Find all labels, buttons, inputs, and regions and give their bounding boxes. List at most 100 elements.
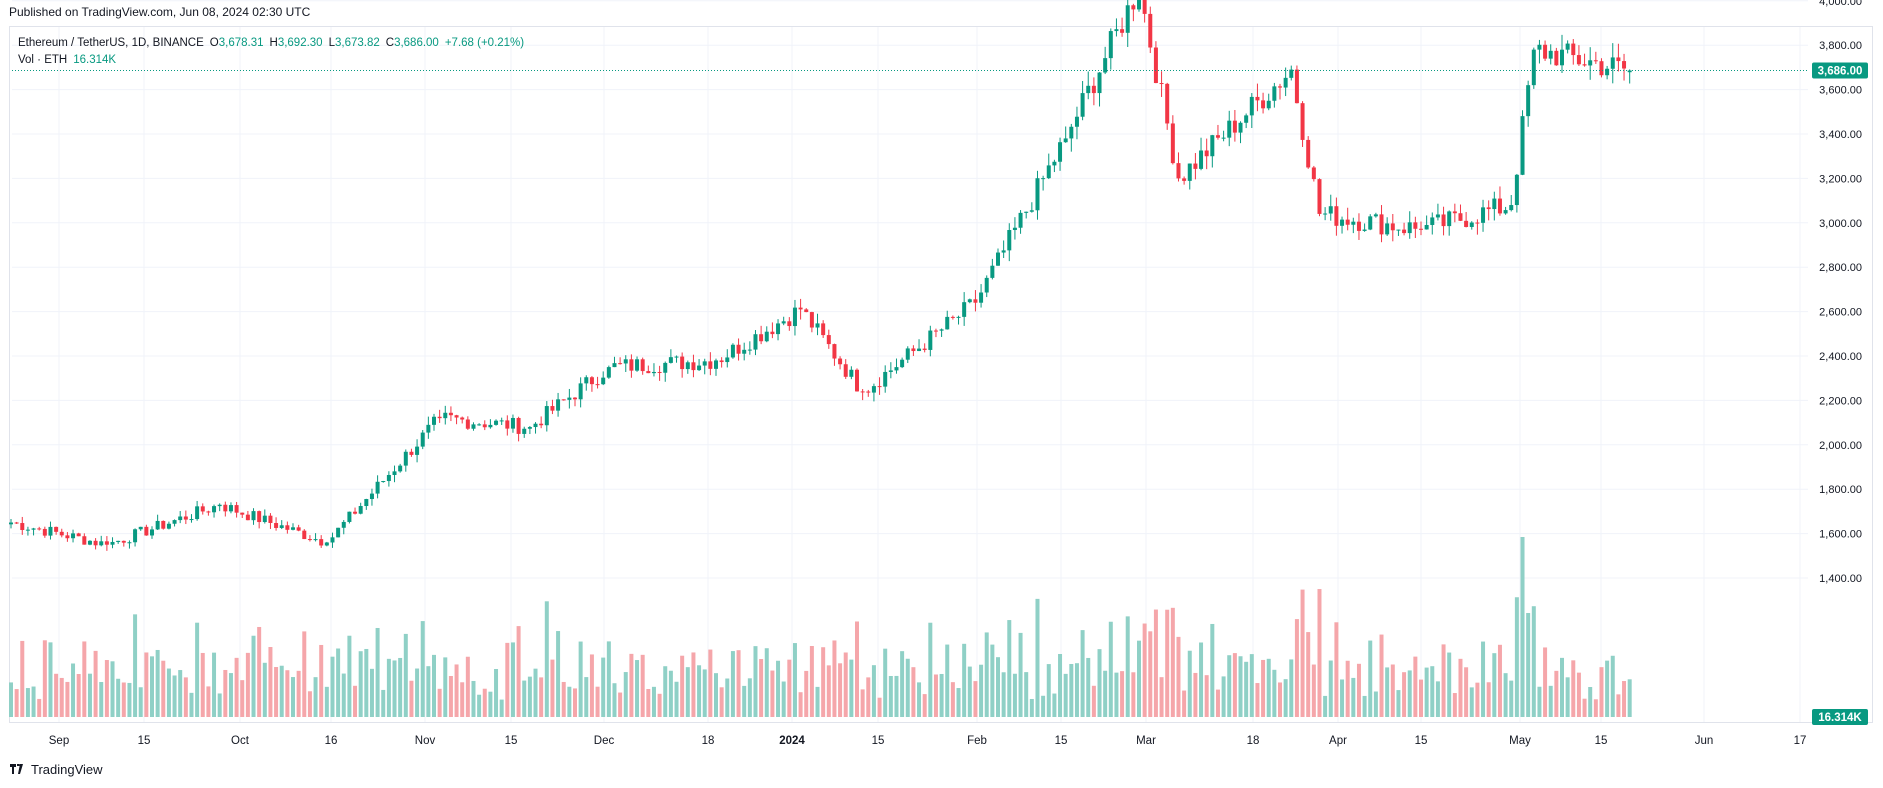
volume-bar [792, 643, 797, 717]
candle-body [685, 362, 690, 370]
volume-bar [945, 644, 950, 717]
candle-body [939, 329, 944, 331]
volume-bar [1153, 609, 1158, 717]
volume-bar [1120, 671, 1125, 717]
open-value: 3,678.31 [218, 37, 264, 49]
candle-body [1362, 229, 1367, 231]
volume-bar [1215, 689, 1220, 717]
volume-bar [133, 614, 138, 717]
candle-body [1097, 72, 1102, 94]
volume-bar [612, 683, 617, 717]
volume-bar [291, 677, 295, 717]
volume-bar [691, 652, 696, 717]
candle-body [1052, 161, 1057, 166]
candle-body [1311, 167, 1316, 180]
candle-body [1605, 68, 1610, 76]
volume-bar [1435, 681, 1440, 717]
candle-body [471, 424, 476, 429]
volume-bar [1582, 698, 1587, 717]
candle-body [336, 527, 341, 538]
candle-body [307, 539, 312, 541]
candle-body [1069, 126, 1074, 139]
candle-body [601, 377, 606, 385]
volume-bar [251, 635, 256, 717]
volume-bar [871, 665, 876, 717]
volume-bar [770, 670, 775, 717]
volume-bar [1266, 658, 1271, 717]
candle-body [14, 522, 19, 524]
volume-bar [65, 681, 70, 717]
candle-body [217, 504, 222, 507]
volume-bar [702, 669, 707, 717]
volume-bar [1373, 691, 1378, 717]
volume-bar [877, 697, 882, 717]
volume-bar [928, 622, 933, 717]
volume-bar [195, 622, 200, 717]
volume-bar [905, 658, 910, 717]
candle-body [1576, 55, 1581, 65]
volume-bar [1204, 675, 1209, 717]
volume-bar [364, 648, 369, 717]
candle-body [697, 365, 702, 371]
volume-value: 16.314K [73, 54, 117, 66]
volume-bar [719, 687, 724, 717]
volume-bar [556, 631, 561, 717]
time-tick-label: 18 [1247, 735, 1260, 747]
volume-bar [798, 692, 803, 717]
volume-bar [482, 688, 487, 717]
last-price-tag: 3,686.00 [1812, 62, 1868, 79]
candle-body [432, 416, 436, 425]
volume-bar [37, 698, 42, 717]
volume-bar [1413, 656, 1418, 717]
volume-bar [1210, 623, 1215, 717]
candle-body [871, 386, 876, 393]
tradingview-brand[interactable]: TradingView [10, 762, 103, 777]
volume-bar [922, 694, 927, 717]
volume-bar [161, 660, 166, 717]
candle-body [668, 357, 673, 363]
volume-bar [1041, 695, 1046, 717]
candle-body [1368, 216, 1373, 230]
time-tick-label: 17 [1794, 735, 1807, 747]
volume-bar [1509, 680, 1514, 717]
time-tick-label: 15 [505, 735, 518, 747]
candle-body [324, 542, 329, 546]
candle-body [584, 377, 589, 384]
volume-bar [764, 648, 769, 717]
price-tick-label: 2,400.00 [1819, 351, 1862, 363]
volume-bar [285, 670, 290, 717]
candle-body [42, 528, 47, 536]
volume-bar [1232, 653, 1237, 717]
candle-body [657, 371, 662, 373]
candle-body [1497, 198, 1502, 214]
candle-body [319, 539, 324, 546]
candle-body [20, 523, 25, 531]
symbol-legend: Ethereum / TetherUS, 1D, BINANCE O3,678.… [18, 35, 524, 69]
candle-body [353, 511, 358, 514]
symbol-title[interactable]: Ethereum / TetherUS, 1D, BINANCE [18, 37, 204, 49]
candle-body [1548, 50, 1553, 59]
volume-bar [1221, 676, 1226, 717]
candle-body [730, 344, 735, 358]
candle-body [1503, 210, 1508, 214]
candle-body [1481, 207, 1486, 223]
volume-bar [1407, 670, 1412, 717]
volume-bar [1419, 679, 1423, 717]
candle-body [1148, 13, 1153, 48]
volume-bar [1108, 621, 1113, 717]
candle-body [996, 252, 1000, 266]
candle-body [680, 356, 685, 370]
candle-body [539, 423, 544, 426]
candle-body [736, 344, 741, 354]
volume-label[interactable]: Vol · ETH [18, 54, 68, 66]
volume-bar [1091, 685, 1096, 717]
time-tick-label: Feb [967, 735, 987, 747]
volume-bar [973, 681, 978, 717]
volume-bar [714, 673, 718, 717]
candle-body [1182, 178, 1187, 181]
volume-bar [48, 642, 53, 717]
volume-bar [663, 666, 668, 717]
candle-body [719, 360, 724, 363]
candle-body [714, 360, 718, 369]
